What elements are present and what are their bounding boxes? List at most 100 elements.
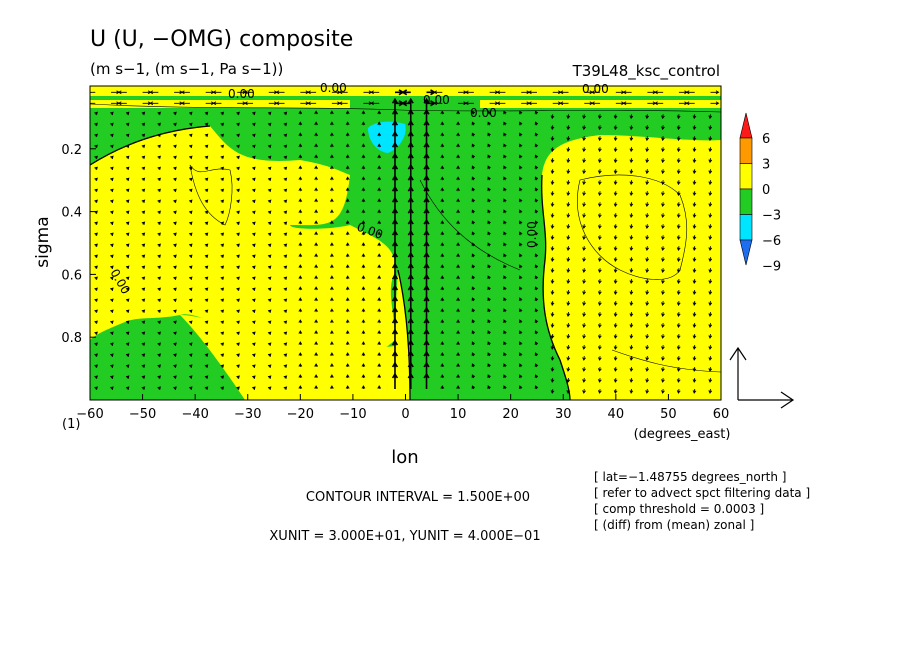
vector-arrow xyxy=(283,122,288,127)
vector-arrow xyxy=(220,243,225,248)
vector-arrow xyxy=(110,232,114,237)
vector-arrow xyxy=(377,330,382,335)
vector-arrow xyxy=(629,323,634,328)
vector-arrow xyxy=(110,188,114,193)
vector-arrow xyxy=(503,209,507,214)
vector-arrow xyxy=(503,187,507,192)
vector-arrow xyxy=(550,136,555,142)
vector-arrow xyxy=(361,308,366,313)
vector-arrow xyxy=(94,386,98,390)
vector-arrow xyxy=(252,155,256,160)
vector-arrow xyxy=(267,320,272,325)
vector-arrow xyxy=(141,177,146,182)
vector-arrow xyxy=(267,364,272,368)
vector-arrow xyxy=(597,235,602,241)
vector-arrow xyxy=(314,242,318,247)
vector-arrow xyxy=(661,366,665,372)
vector-arrow xyxy=(236,111,240,116)
vector-arrow xyxy=(456,121,460,126)
vector-arrow xyxy=(471,242,476,247)
vector-arrow xyxy=(503,198,507,203)
vector-arrow xyxy=(267,122,272,127)
vector-arrow xyxy=(519,275,523,280)
vector-arrow xyxy=(582,235,586,241)
vector-arrow xyxy=(125,199,130,204)
vector-arrow xyxy=(597,301,602,306)
vector-arrow xyxy=(471,198,476,203)
vector-arrow xyxy=(188,243,193,248)
vector-arrow xyxy=(645,246,650,252)
vector-arrow xyxy=(329,341,334,346)
vector-arrow xyxy=(236,188,240,193)
vector-arrow xyxy=(708,279,713,284)
vector-arrow xyxy=(125,221,130,226)
vector-arrow xyxy=(204,166,209,171)
vector-arrow xyxy=(173,155,177,160)
vector-arrow xyxy=(338,90,348,95)
vector-arrow xyxy=(329,165,334,170)
vector-arrow xyxy=(661,301,665,306)
vector-arrow xyxy=(661,344,665,350)
vector-arrow xyxy=(629,158,634,164)
vector-arrow xyxy=(582,158,586,164)
vector-arrow xyxy=(298,308,303,313)
vector-arrow xyxy=(471,176,476,181)
vector-arrow xyxy=(204,353,209,357)
chart-title: U (U, −OMG) composite xyxy=(90,27,353,52)
vector-arrow xyxy=(125,111,130,116)
vector-arrow xyxy=(329,220,334,225)
vector-arrow xyxy=(661,290,665,295)
vector-arrow xyxy=(487,363,491,368)
vector-arrow xyxy=(267,199,272,204)
vector-arrow xyxy=(487,176,491,181)
vector-arrow xyxy=(566,213,571,219)
vector-arrow xyxy=(157,331,161,335)
vector-arrow xyxy=(559,90,569,95)
vector-arrow xyxy=(487,374,491,379)
vector-arrow xyxy=(645,202,650,208)
vector-arrow xyxy=(275,101,285,106)
vector-arrow xyxy=(149,90,159,95)
vector-arrow xyxy=(345,286,350,291)
vector-arrow xyxy=(236,254,240,259)
vector-arrow xyxy=(440,187,445,192)
vector-arrow xyxy=(204,155,209,160)
vector-arrow xyxy=(708,169,713,175)
vector-arrow xyxy=(283,210,288,215)
vector-arrow xyxy=(298,363,303,368)
vector-arrow xyxy=(519,209,523,214)
vector-arrow xyxy=(94,232,98,237)
vector-arrow xyxy=(298,121,303,126)
vector-arrow xyxy=(94,122,98,127)
vector-arrow xyxy=(298,330,303,335)
vector-arrow xyxy=(267,133,272,138)
vector-arrow xyxy=(503,165,507,170)
vector-arrow xyxy=(487,286,491,291)
vector-arrow xyxy=(613,355,618,361)
vector-arrow xyxy=(157,232,161,237)
vector-arrow xyxy=(314,297,318,302)
vector-arrow xyxy=(345,385,350,390)
vector-arrow xyxy=(471,220,476,225)
vector-arrow xyxy=(329,363,334,368)
region-yellow-center xyxy=(395,270,410,400)
vector-arrow xyxy=(708,301,713,306)
colorbar-label: 3 xyxy=(762,158,770,173)
vector-arrow xyxy=(629,334,634,339)
vector-arrow xyxy=(401,89,411,96)
vector-arrow xyxy=(534,385,539,390)
vector-arrow xyxy=(645,312,650,317)
vector-arrow xyxy=(692,334,697,339)
vector-arrow xyxy=(471,110,476,115)
vector-arrow xyxy=(519,121,523,126)
contour-interval: CONTOUR INTERVAL = 1.500E+00 xyxy=(306,490,530,505)
vector-arrow xyxy=(534,220,539,225)
vector-arrow xyxy=(298,231,303,236)
vector-arrow xyxy=(456,264,460,269)
vector-arrow xyxy=(141,386,146,390)
vector-arrow xyxy=(440,143,445,148)
vector-arrow xyxy=(188,364,193,368)
vector-arrow xyxy=(283,166,288,171)
vector-arrow xyxy=(582,114,586,120)
vector-arrow xyxy=(361,132,366,137)
